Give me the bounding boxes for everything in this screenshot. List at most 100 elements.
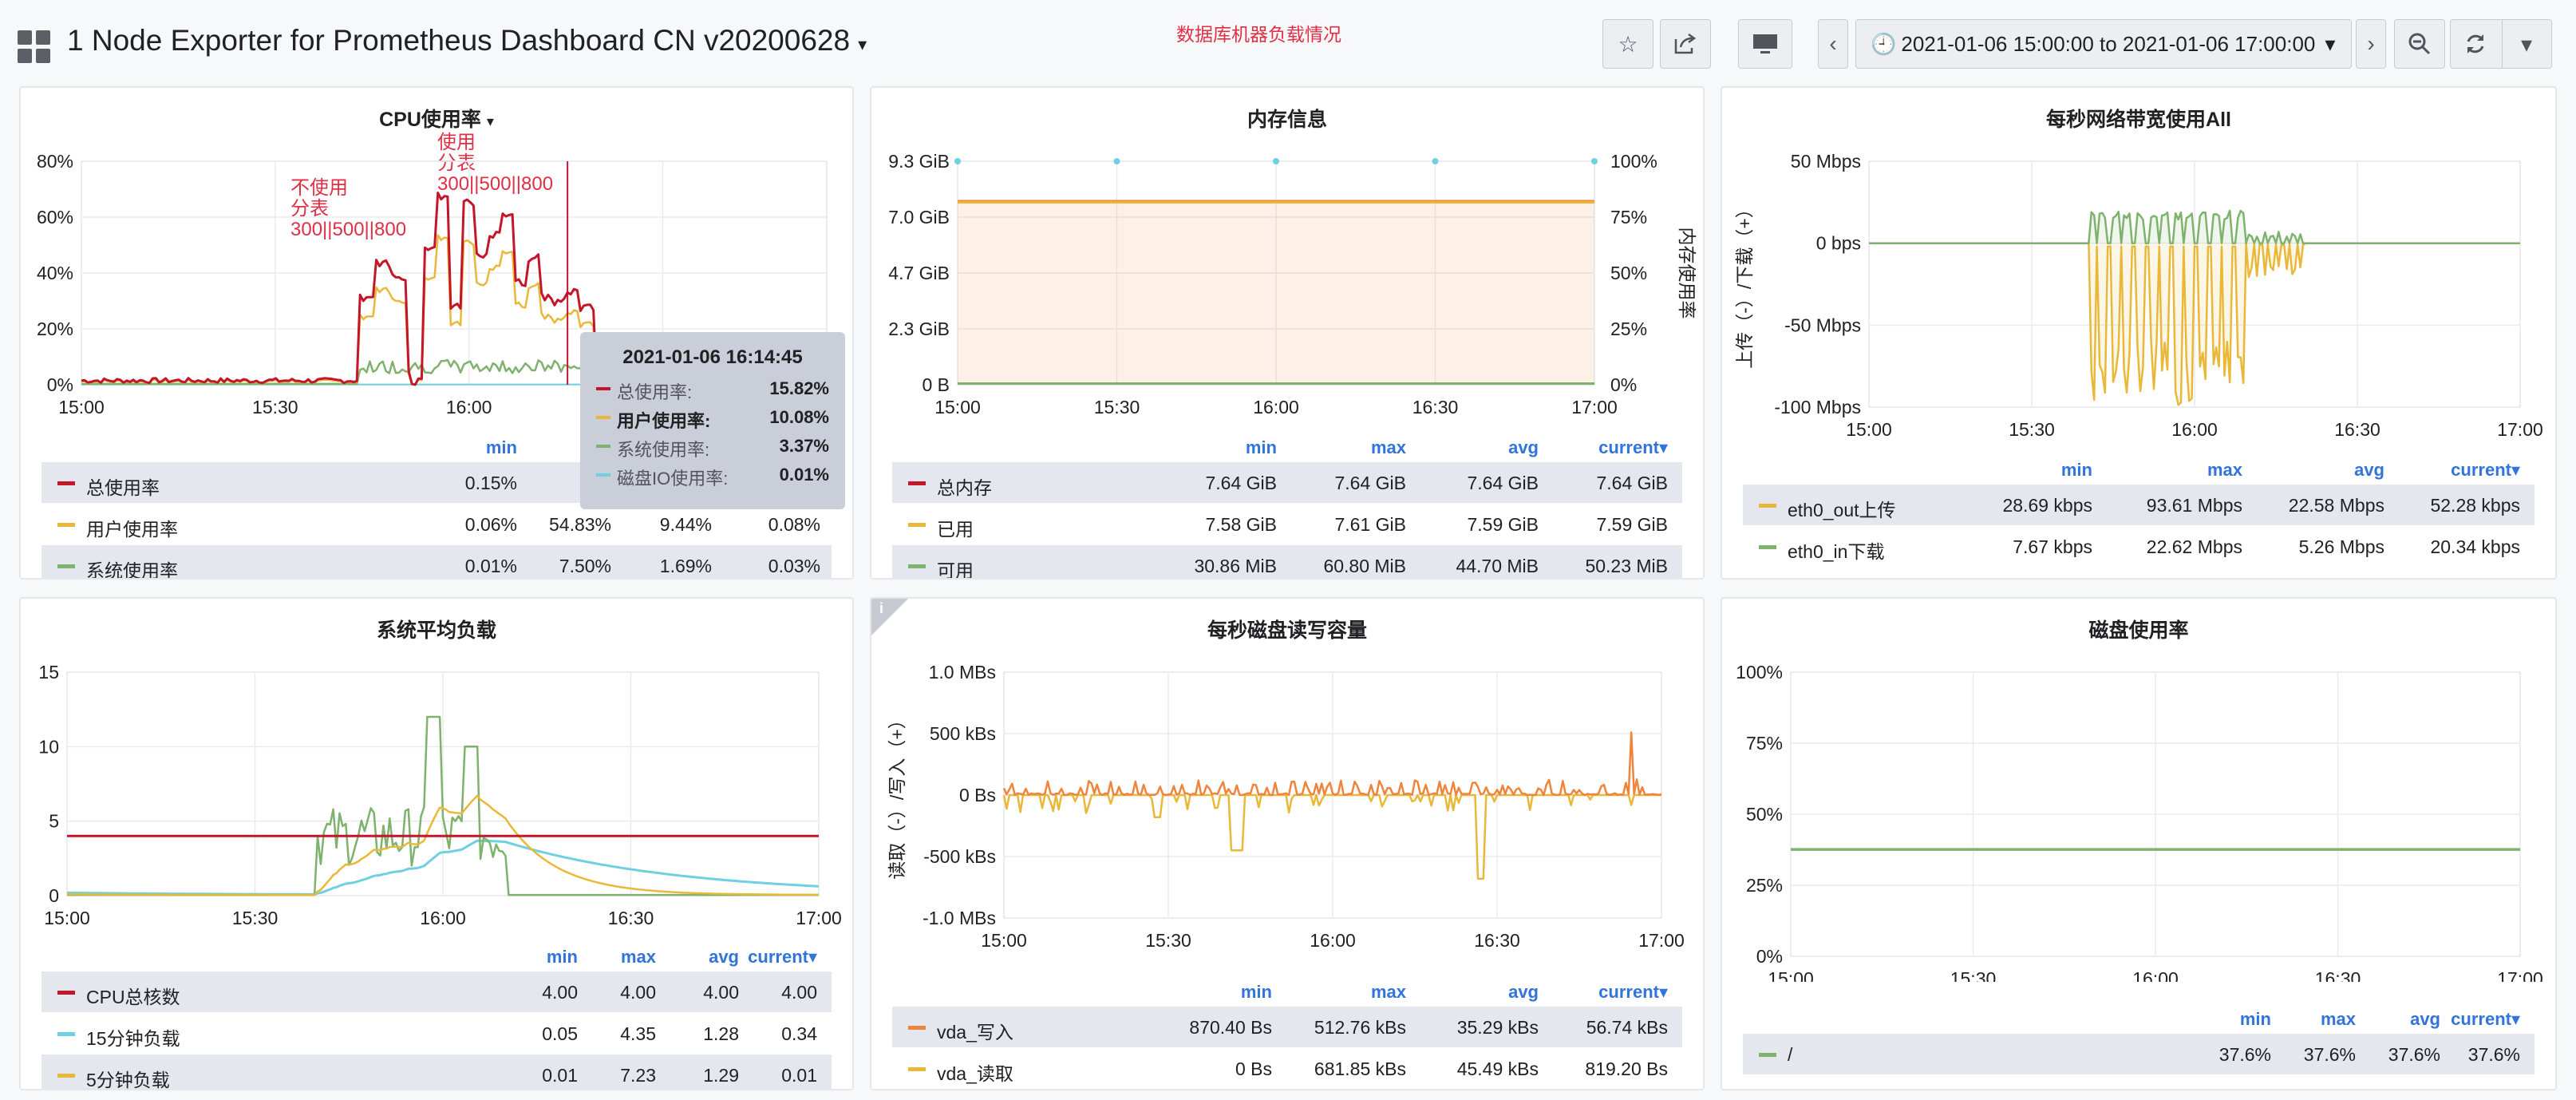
y-tick-label: -50 Mbps	[1784, 315, 1861, 335]
series-name[interactable]: 系统使用率	[86, 560, 178, 580]
legend-row[interactable]: vda_读取 0 Bs 681.85 kBs 45.49 kBs 819.20 Bs	[892, 1047, 1682, 1089]
caret-down-icon[interactable]: ▾	[2521, 32, 2533, 57]
legend-header-min[interactable]: min	[2060, 460, 2092, 480]
panel-title[interactable]: 每秒网络带宽使用All	[2046, 109, 2231, 131]
y-tick-label: 5	[49, 811, 59, 832]
disk-io-chart[interactable]: -1.0 MBs -500 kBs 0 Bs 500 kBs 1.0 MBs 15:00 1…	[871, 599, 1705, 982]
series-name[interactable]: 5分钟负载	[86, 1070, 170, 1090]
panel-title[interactable]: 内存信息	[1247, 109, 1327, 131]
series-color-swatch[interactable]	[908, 523, 926, 527]
refresh-button[interactable]: ▾	[2450, 19, 2552, 69]
legend-header-min[interactable]: min	[2239, 1009, 2271, 1029]
grid-icon[interactable]	[18, 30, 51, 64]
series-color-swatch[interactable]	[57, 523, 75, 527]
legend-table: min max avg current▾ vda_写入 870.40 Bs 512.76 k…	[892, 977, 1682, 1089]
series-name[interactable]: 总使用率	[86, 477, 160, 498]
series-name[interactable]: 用户使用率	[86, 519, 178, 540]
legend-header-current[interactable]: current▾	[748, 947, 817, 967]
series-color-swatch[interactable]	[908, 481, 926, 485]
series-name[interactable]: eth0_in下载	[1788, 541, 1885, 562]
legend-value-min: 870.40 Bs	[1189, 1017, 1272, 1038]
share-icon	[1674, 33, 1697, 54]
series-color-swatch[interactable]	[1759, 1053, 1776, 1057]
legend-row[interactable]: eth0_in下载 7.67 kbps 22.62 Mbps 5.26 Mbps 20.…	[1743, 525, 2535, 567]
legend-header-avg[interactable]: avg	[1508, 982, 1539, 1002]
legend-row[interactable]: 可用 30.86 MiB 60.80 MiB 44.70 MiB 50.23 MiB	[892, 544, 1682, 580]
network-chart[interactable]: -100 Mbps -50 Mbps 0 bps 50 Mbps 15:00 15:30 1…	[1722, 88, 2557, 463]
legend-header-max[interactable]: max	[2207, 460, 2242, 480]
legend-row[interactable]: 用户使用率 0.06% 54.83% 9.44% 0.08%	[41, 503, 832, 544]
star-button[interactable]: ☆	[1602, 19, 1653, 69]
legend-header-max[interactable]: max	[2320, 1009, 2356, 1029]
series-name[interactable]: vda_读取	[937, 1063, 1013, 1084]
series-name[interactable]: 15分钟负载	[86, 1028, 180, 1049]
legend-header-min[interactable]: min	[546, 947, 578, 967]
series-color-swatch[interactable]	[908, 1067, 926, 1071]
tv-mode-button[interactable]	[1738, 19, 1792, 69]
series-name[interactable]: 总内存	[937, 477, 992, 498]
legend-row[interactable]: vda_写入 870.40 Bs 512.76 kBs 35.29 kBs 56.74 …	[892, 1006, 1682, 1047]
disk-usage-chart[interactable]: 0% 25% 50% 75% 100% 15:00 15:30 16:00 16:30 17:00	[1722, 599, 2557, 982]
percent-point	[1273, 158, 1279, 164]
dashboard-title[interactable]: 1 Node Exporter for Prometheus Dashboard…	[67, 24, 867, 57]
legend-value-min: 0 Bs	[1235, 1058, 1272, 1079]
series-color-swatch[interactable]	[57, 1032, 75, 1036]
legend-header-current[interactable]: current▾	[1598, 982, 1668, 1002]
series-color-swatch[interactable]	[57, 564, 75, 568]
series-name[interactable]: 可用	[937, 560, 974, 580]
legend-header-current[interactable]: current▾	[1598, 437, 1668, 457]
time-range-picker[interactable]: 🕘 2021-01-06 15:00:00 to 2021-01-06 17:0…	[1855, 19, 2352, 69]
series-name[interactable]: eth0_out上传	[1788, 500, 1896, 520]
legend-header-min[interactable]: min	[485, 437, 517, 457]
legend-row[interactable]: 15分钟负载 0.05 4.35 1.28 0.34	[41, 1012, 832, 1054]
legend-header-current[interactable]: current▾	[2451, 1009, 2520, 1029]
time-shift-back-button[interactable]: ‹	[1818, 19, 1848, 69]
series-color-swatch[interactable]	[1759, 504, 1776, 508]
legend-header-avg[interactable]: avg	[2354, 460, 2384, 480]
series-color-swatch[interactable]	[908, 564, 926, 568]
series-color-swatch[interactable]	[57, 481, 75, 485]
legend-row[interactable]: 系统使用率 0.01% 7.50% 1.69% 0.03%	[41, 544, 832, 580]
panel-title[interactable]: 系统平均负载	[376, 619, 496, 642]
legend-row[interactable]: eth0_out上传 28.69 kbps 93.61 Mbps 22.58 Mbps…	[1743, 484, 2535, 525]
y-tick-label: 1.0 MBs	[929, 662, 996, 683]
series-color-swatch	[596, 473, 610, 477]
series-name[interactable]: 已用	[937, 519, 974, 540]
series-name[interactable]: CPU总核数	[86, 987, 180, 1007]
panel-title[interactable]: 磁盘使用率	[2088, 619, 2189, 642]
memory-chart[interactable]: 0 B 2.3 GiB 4.7 GiB 7.0 GiB 9.3 GiB 15:00 15:3…	[871, 88, 1705, 439]
legend-row[interactable]: 已用 7.58 GiB 7.61 GiB 7.59 GiB 7.59 GiB	[892, 503, 1682, 544]
right-axis-label: 内存使用率	[1677, 228, 1697, 319]
legend-header-current[interactable]: current▾	[2451, 460, 2520, 480]
series-color-swatch[interactable]	[57, 991, 75, 995]
zoom-out-button[interactable]	[2394, 19, 2445, 69]
zoom-out-icon	[2408, 33, 2431, 55]
legend-header-avg[interactable]: avg	[709, 947, 739, 967]
legend-row[interactable]: CPU总核数 4.00 4.00 4.00 4.00	[41, 971, 832, 1012]
legend-header-min[interactable]: min	[1240, 982, 1272, 1002]
x-tick-label: 15:00	[981, 930, 1027, 951]
share-button[interactable]	[1660, 19, 1711, 69]
legend-row[interactable]: / 37.6% 37.6% 37.6% 37.6%	[1743, 1033, 2535, 1074]
legend-header-avg[interactable]: avg	[1508, 437, 1539, 457]
panel-title[interactable]: CPU使用率 ▾	[379, 109, 494, 131]
info-corner[interactable]	[871, 599, 908, 635]
legend-row[interactable]: 总内存 7.64 GiB 7.64 GiB 7.64 GiB 7.64 GiB	[892, 461, 1682, 503]
load-chart[interactable]: 0 5 10 15 15:00 15:30 16:00 16:30 17:00	[21, 599, 854, 950]
series-color-swatch[interactable]	[908, 1026, 926, 1030]
legend-header-max[interactable]: max	[620, 947, 656, 967]
legend-header-max[interactable]: max	[1370, 437, 1406, 457]
legend-row[interactable]: 5分钟负载 0.01 7.23 1.29 0.01	[41, 1054, 832, 1090]
legend-header-max[interactable]: max	[1370, 982, 1406, 1002]
panel-title[interactable]: 每秒磁盘读写容量	[1207, 619, 1367, 642]
tooltip-label: 系统使用率:	[617, 440, 710, 460]
time-shift-forward-button[interactable]: ›	[2356, 19, 2386, 69]
series-color-swatch[interactable]	[1759, 545, 1776, 549]
series-color-swatch[interactable]	[57, 1074, 75, 1078]
legend-header-avg[interactable]: avg	[2410, 1009, 2440, 1029]
info-icon[interactable]: i	[879, 600, 884, 616]
y-tick-label: 0	[49, 885, 59, 906]
series-name[interactable]: vda_写入	[937, 1022, 1013, 1043]
legend-header-min[interactable]: min	[1245, 437, 1277, 457]
series-name[interactable]: /	[1788, 1044, 1793, 1065]
